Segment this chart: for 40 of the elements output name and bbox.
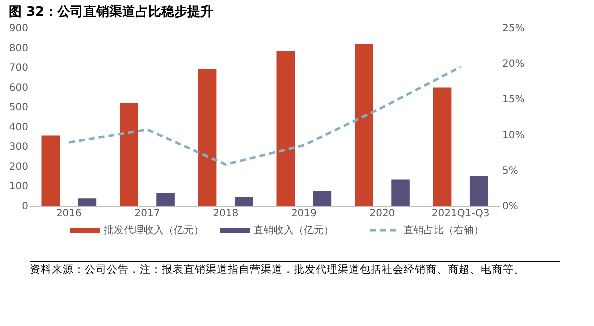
text: 资料来源：公司公告，注：报表直销渠道指自营渠道，批发代理渠道包括社会经销商、商超、电商等。 — [30, 263, 525, 276]
bar — [355, 44, 374, 206]
legend-label: 批发代理收入（亿元） — [104, 224, 204, 236]
bar — [120, 103, 138, 206]
y-tick-label: 600 — [9, 82, 28, 94]
line-series — [68, 66, 462, 166]
x-tick-label: 2016 — [56, 208, 82, 220]
y2-tick-label: 25% — [502, 24, 525, 34]
x-tick-label: 2019 — [291, 208, 317, 220]
y-tick-label: 400 — [9, 122, 28, 134]
x-tick-label: 2021Q1-Q3 — [432, 208, 490, 220]
x-tick-label: 2020 — [370, 208, 396, 220]
y2-tick-label: 5% — [502, 166, 518, 177]
bar — [78, 198, 97, 206]
y-tick-label: 0 — [22, 202, 28, 212]
bar — [392, 180, 410, 206]
x-tick-label: 2017 — [134, 208, 160, 220]
x-tick-label: 2018 — [213, 208, 239, 220]
y-tick-label: 700 — [9, 63, 28, 74]
bar — [433, 88, 452, 206]
y2-tick-label: 10% — [502, 130, 525, 142]
legend-label: 直销收入（亿元） — [254, 224, 334, 236]
legend-label: 直销占比（右轴） — [404, 224, 484, 236]
y-tick-label: 300 — [9, 142, 28, 154]
y-tick-label: 200 — [9, 162, 28, 173]
chart-title: 图 32：公司直销渠道占比稳步提升 — [8, 4, 214, 20]
bar — [276, 51, 296, 206]
y-tick-label: 900 — [9, 24, 28, 34]
y2-tick-label: 15% — [502, 94, 525, 106]
y-tick-label: 100 — [9, 182, 28, 193]
bar — [470, 176, 488, 206]
bar — [42, 136, 60, 206]
y2-tick-label: 20% — [502, 59, 525, 70]
bar — [156, 194, 175, 206]
bar — [234, 197, 254, 206]
bar — [198, 69, 217, 206]
y-tick-label: 500 — [9, 102, 28, 114]
y-tick-label: 800 — [9, 43, 28, 54]
y2-tick-label: 0% — [502, 202, 518, 212]
bar — [313, 192, 332, 206]
